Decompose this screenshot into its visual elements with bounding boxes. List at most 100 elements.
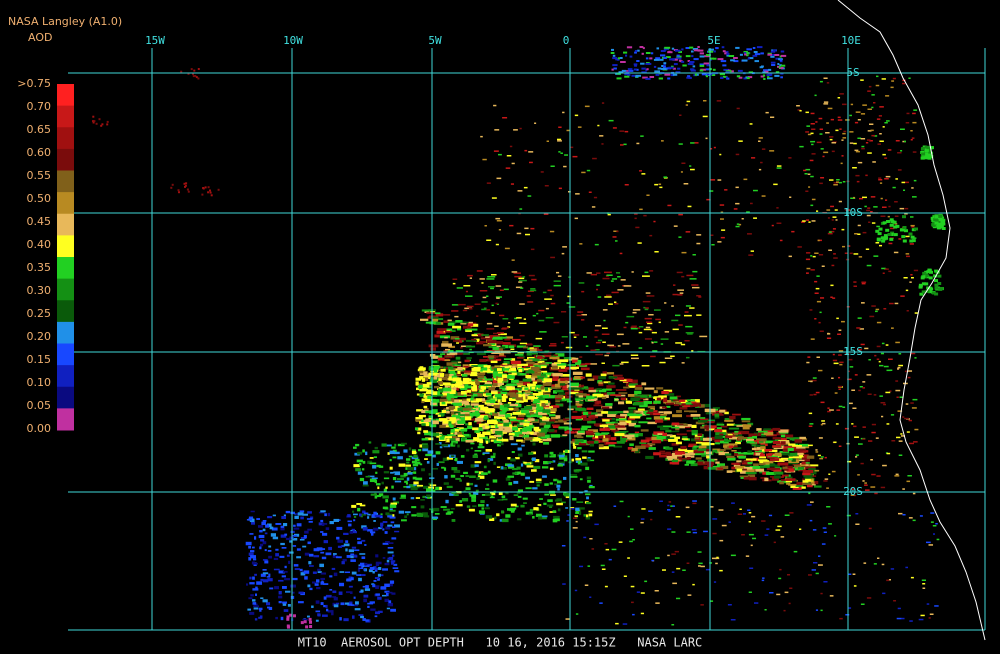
aerosol-pixel <box>550 434 561 438</box>
aerosol-pixel <box>466 448 470 452</box>
aerosol-pixel <box>400 474 406 478</box>
aerosol-pixel <box>460 400 469 405</box>
aerosol-pixel <box>769 449 778 453</box>
aerosol-pixel <box>760 465 770 468</box>
aerosol-pixel <box>316 547 323 551</box>
aerosol-pixel <box>486 409 495 413</box>
aerosol-pixel <box>709 57 714 60</box>
aerosol-pixel <box>380 586 387 590</box>
aerosol-pixel <box>371 514 376 518</box>
aerosol-pixel <box>762 471 770 475</box>
aerosol-pixel <box>639 46 644 48</box>
aerosol-pixel <box>910 139 913 141</box>
aerosol-pixel <box>775 529 781 531</box>
aerosol-pixel <box>377 573 381 577</box>
aerosol-pixel <box>780 72 784 75</box>
aerosol-pixel <box>430 316 439 319</box>
aerosol-pixel <box>515 396 523 401</box>
aerosol-pixel <box>499 289 504 291</box>
aerosol-pixel <box>281 516 287 520</box>
aerosol-pixel <box>499 411 506 415</box>
aerosol-pixel <box>593 196 598 199</box>
aerosol-pixel <box>418 385 427 389</box>
aerosol-pixel <box>604 543 608 545</box>
aerosol-pixel <box>470 400 480 403</box>
aerosol-pixel <box>523 461 527 464</box>
aerosol-pixel <box>895 140 900 142</box>
aerosol-pixel <box>508 365 512 368</box>
aerosol-pixel <box>430 401 437 406</box>
aerosol-pixel <box>546 421 555 424</box>
aerosol-pixel <box>455 356 461 360</box>
aerosol-pixel <box>806 455 815 459</box>
aerosol-pixel <box>532 410 537 413</box>
aerosol-pixel <box>317 571 322 574</box>
aerosol-pixel <box>520 504 525 508</box>
aerosol-pixel <box>383 477 390 480</box>
aerosol-pixel <box>760 161 763 164</box>
aerosol-pixel <box>870 211 873 213</box>
aerosol-pixel <box>433 376 438 380</box>
aerosol-pixel <box>634 424 641 428</box>
aerosol-pixel <box>518 212 521 215</box>
aerosol-pixel <box>375 585 380 588</box>
aerosol-pixel <box>580 364 586 366</box>
aerosol-pixel <box>592 393 604 397</box>
aerosol-pixel <box>700 403 710 408</box>
aerosol-pixel <box>875 308 880 311</box>
aerosol-pixel <box>437 387 443 391</box>
aerosol-pixel <box>386 559 390 563</box>
aerosol-pixel <box>517 518 522 521</box>
aerosol-pixel <box>599 135 604 137</box>
aerosol-pixel <box>502 430 512 433</box>
aerosol-pixel <box>606 421 615 426</box>
aerosol-pixel <box>474 464 479 467</box>
aerosol-pixel <box>544 454 549 458</box>
aerosol-pixel <box>697 420 708 423</box>
aerosol-pixel <box>836 317 839 320</box>
aerosol-pixel <box>362 449 365 453</box>
aerosol-pixel <box>863 562 867 564</box>
aerosol-pixel <box>806 484 813 488</box>
aerosol-pixel <box>691 50 694 53</box>
aerosol-pixel <box>842 245 846 248</box>
aerosol-pixel <box>178 191 180 194</box>
aerosol-pixel <box>727 443 738 446</box>
aerosol-pixel <box>568 191 571 193</box>
aerosol-pixel <box>845 614 850 616</box>
aerosol-pixel <box>731 450 737 452</box>
aerosol-pixel <box>678 236 682 238</box>
aerosol-pixel <box>407 472 413 475</box>
aerosol-pixel <box>855 456 858 458</box>
aerosol-pixel <box>602 371 607 375</box>
aerosol-pixel <box>655 419 664 423</box>
aerosol-pixel <box>522 378 532 382</box>
aerosol-pixel <box>806 361 810 364</box>
aerosol-pixel <box>576 393 587 397</box>
aerosol-pixel <box>375 611 380 615</box>
aerosol-pixel <box>455 372 462 376</box>
aerosol-pixel <box>803 454 809 458</box>
aerosol-pixel <box>879 133 882 135</box>
aerosol-pixel <box>544 424 551 428</box>
aerosol-pixel <box>815 449 818 451</box>
aerosol-pixel <box>805 462 810 464</box>
aerosol-pixel <box>853 425 857 428</box>
aerosol-pixel <box>339 571 345 573</box>
aerosol-pixel <box>768 514 773 517</box>
aerosol-pixel <box>509 224 514 227</box>
aerosol-pixel <box>810 501 814 503</box>
aerosol-pixel <box>664 357 673 359</box>
aerosol-pixel <box>446 410 450 414</box>
aerosol-pixel <box>763 78 766 80</box>
aerosol-pixel <box>725 76 728 79</box>
footer: MT10 AEROSOL OPT DEPTH 10 16, 2016 15:15… <box>298 636 703 650</box>
aerosol-pixel <box>629 420 638 424</box>
aerosol-pixel <box>644 308 649 311</box>
aerosol-pixel <box>487 358 497 362</box>
aerosol-pixel <box>423 430 429 433</box>
aerosol-pixel <box>363 598 367 603</box>
aerosol-pixel <box>502 327 509 329</box>
aerosol-pixel <box>493 461 496 465</box>
aerosol-pixel <box>837 119 843 121</box>
